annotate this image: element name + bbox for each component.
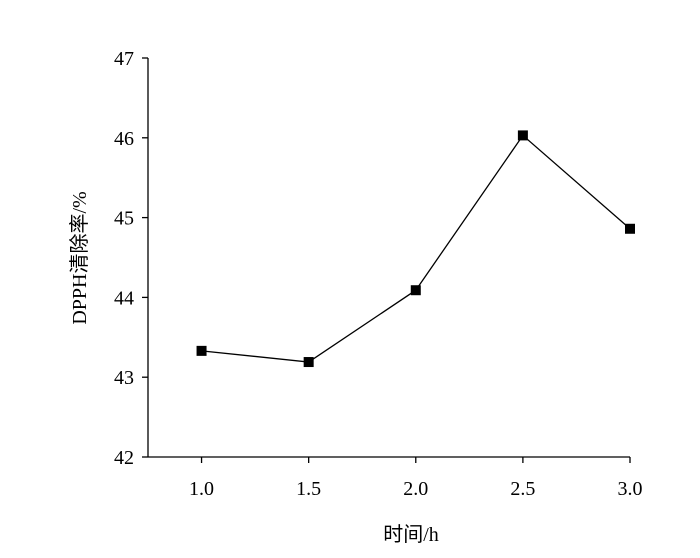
series <box>196 130 635 368</box>
data-point-marker <box>303 357 314 368</box>
x-tick-label: 1.0 <box>189 478 214 500</box>
y-axis-title: DPPH清除率/% <box>68 191 91 324</box>
y-tick-label: 43 <box>114 367 134 389</box>
ticks: 42 43 44 45 46 47 1.0 1.5 2.0 2.5 3.0 <box>114 48 643 500</box>
data-point-marker <box>517 130 528 141</box>
y-tick-label: 44 <box>114 287 134 309</box>
series-line <box>201 134 631 363</box>
x-tick-label: 2.0 <box>403 478 428 500</box>
y-tick-label: 45 <box>114 208 134 230</box>
y-tick-label: 47 <box>114 48 134 70</box>
y-tick-label: 42 <box>114 447 134 469</box>
data-point-marker <box>196 345 207 356</box>
data-point-marker <box>625 223 635 234</box>
y-tick-label: 46 <box>114 128 134 150</box>
x-axis-title: 时间/h <box>383 523 439 546</box>
x-tick-label: 1.5 <box>296 478 321 500</box>
x-tick-label: 2.5 <box>510 478 535 500</box>
axes <box>147 58 630 458</box>
data-point-marker <box>410 285 421 296</box>
x-tick-label: 3.0 <box>618 478 643 500</box>
